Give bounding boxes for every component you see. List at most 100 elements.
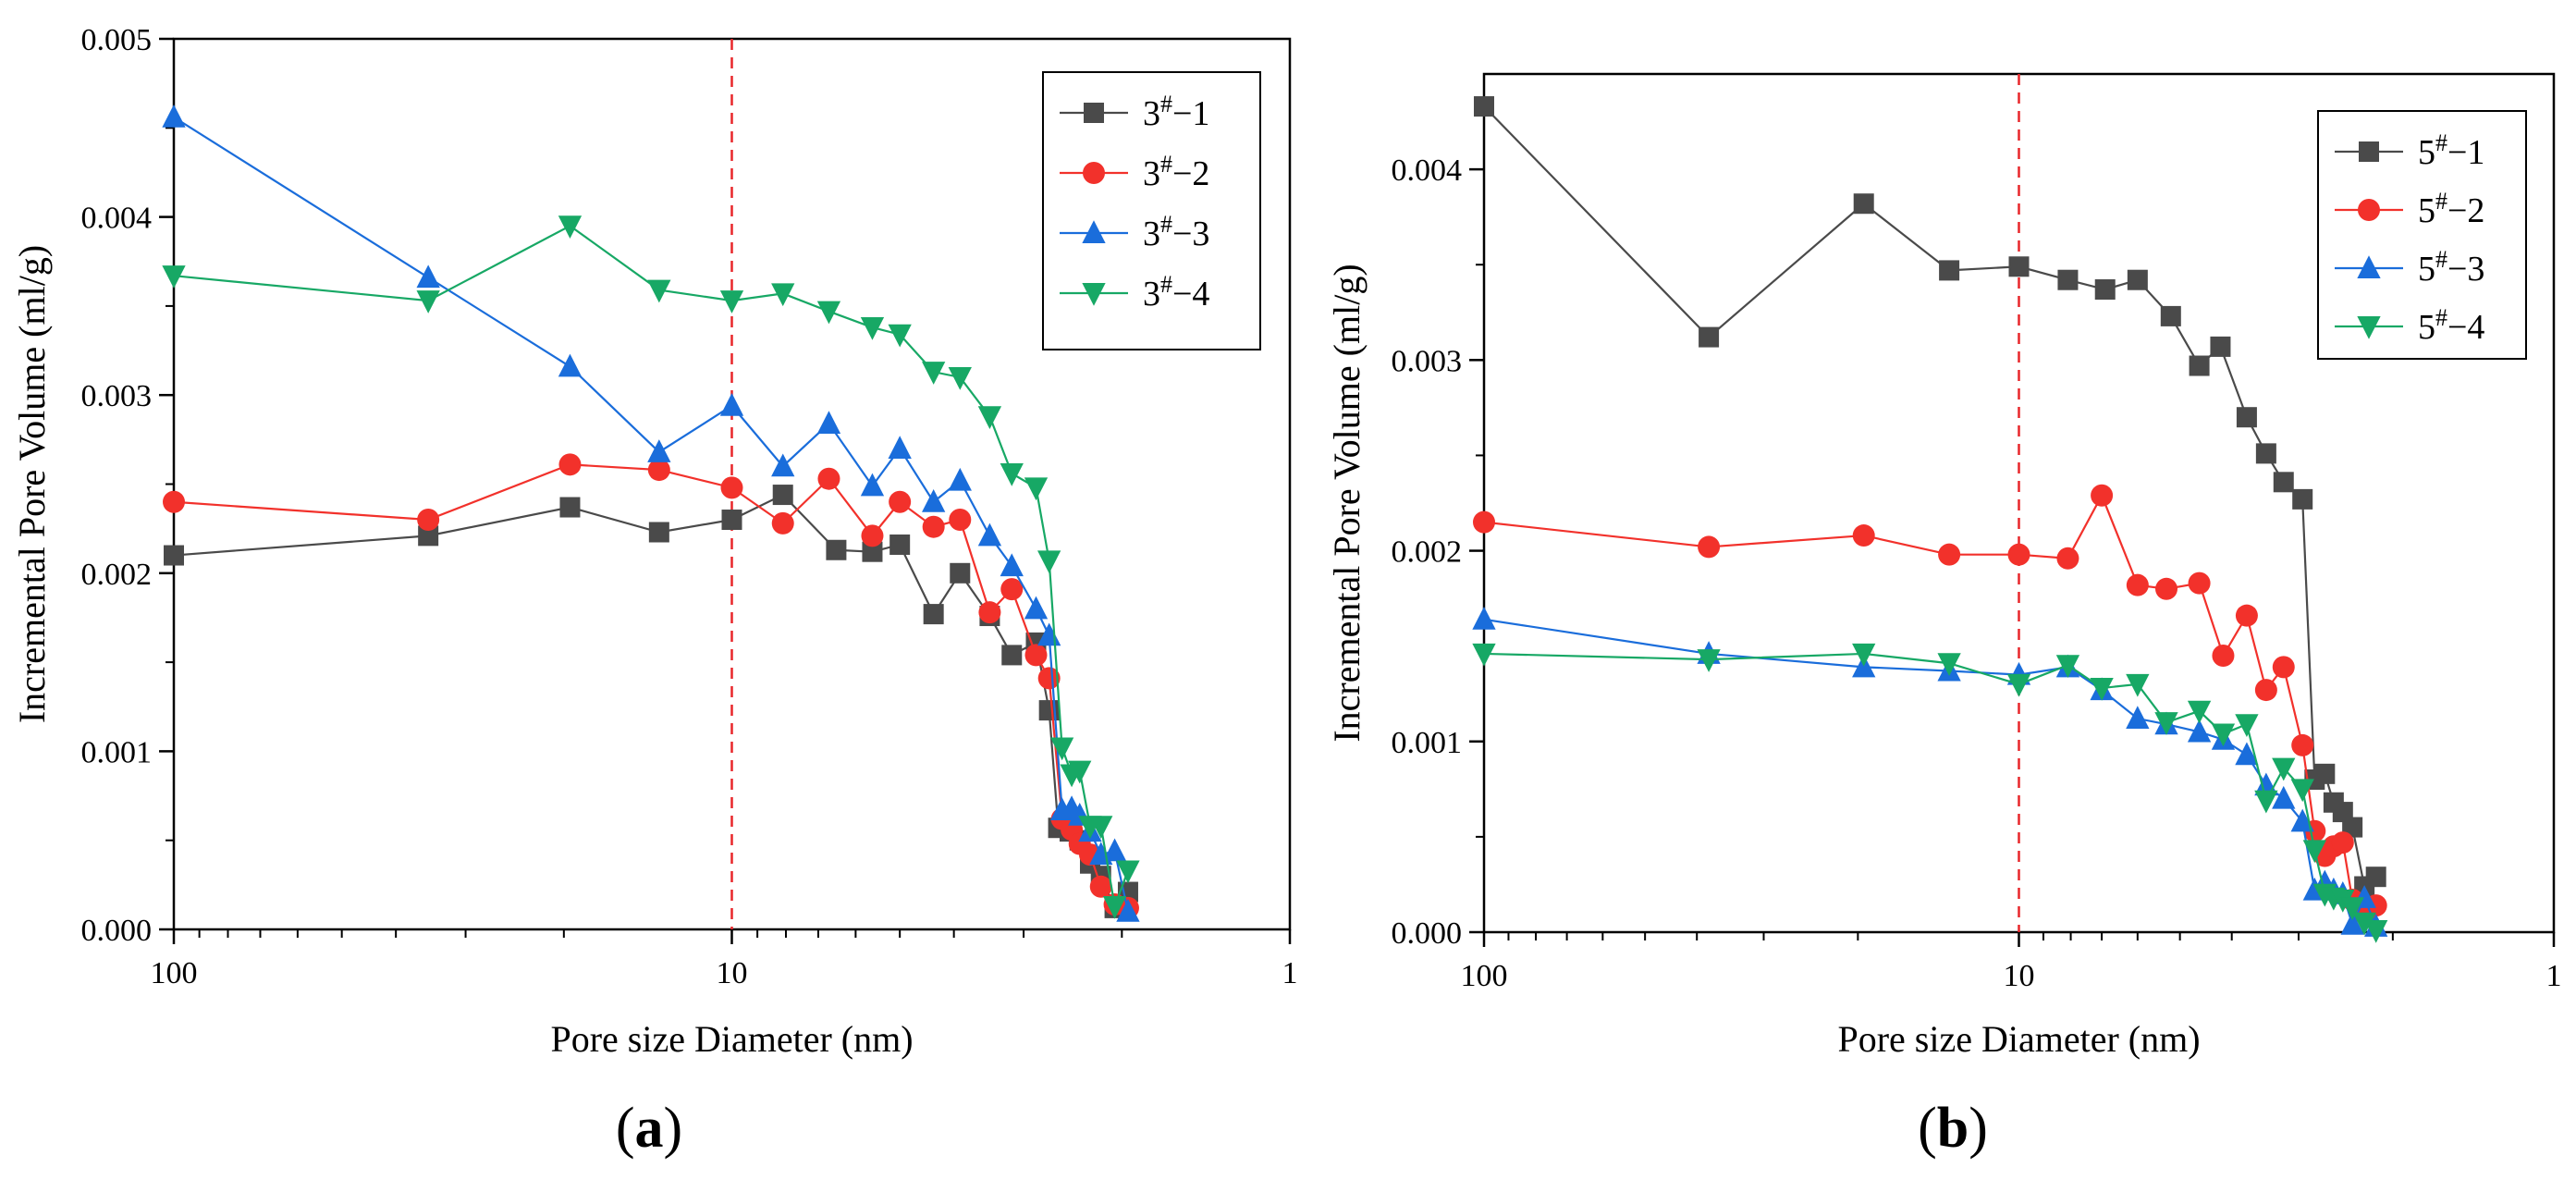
data-point	[1000, 553, 1024, 577]
legend-item-2: 3#−2	[1060, 151, 1209, 193]
legend-marker	[1084, 103, 1104, 123]
legend-marker	[2357, 316, 2381, 339]
y-tick-label: 0.002	[1392, 535, 1463, 570]
data-point	[1472, 643, 1496, 667]
data-point	[949, 509, 972, 532]
data-point	[1472, 607, 1496, 630]
data-point	[2188, 572, 2211, 595]
data-point	[922, 489, 946, 512]
data-point	[416, 290, 440, 313]
legend: 5#−1 5#−2 5#−3 5#−4	[2317, 110, 2527, 360]
data-point	[1068, 760, 1092, 784]
data-point	[2314, 763, 2336, 784]
data-point	[2273, 472, 2294, 493]
data-point	[2126, 706, 2150, 730]
data-point	[559, 497, 581, 518]
series-3	[162, 104, 1140, 922]
series-line	[1483, 618, 2377, 928]
data-point	[720, 476, 743, 499]
legend-marker	[2358, 199, 2380, 221]
data-point	[888, 436, 912, 459]
data-point	[1001, 645, 1023, 666]
data-point	[1049, 737, 1074, 761]
data-point	[558, 215, 583, 239]
data-point	[2255, 443, 2276, 464]
data-point	[1852, 524, 1875, 547]
data-point	[1089, 875, 1112, 898]
legend-label: 5#−2	[2418, 188, 2484, 230]
data-point	[888, 324, 912, 348]
data-point	[2235, 604, 2258, 627]
data-point	[2127, 269, 2148, 290]
y-axis-label: Incremental Pore Volume (ml/g)	[1326, 264, 1368, 742]
data-point	[417, 509, 440, 532]
data-point	[1037, 550, 1061, 574]
data-point	[1000, 462, 1024, 486]
series-line	[1483, 493, 2377, 915]
legend-item-1: 5#−1	[2335, 129, 2484, 172]
data-point	[1102, 838, 1127, 862]
legend-label: 5#−3	[2418, 246, 2484, 289]
y-tick-label: 0.000	[1392, 916, 1463, 951]
y-tick-label: 0.002	[81, 558, 153, 592]
data-point	[860, 317, 885, 340]
data-point	[1024, 477, 1049, 501]
data-point	[2006, 673, 2031, 697]
data-point	[2365, 867, 2386, 888]
data-point	[721, 510, 742, 531]
legend: 3#−1 3#−2 3#−3 3#−4	[1042, 71, 1261, 350]
data-point	[1024, 644, 1048, 667]
legend-item-1: 3#−1	[1060, 91, 1209, 133]
series-line	[1483, 105, 2377, 889]
data-point	[2090, 678, 2114, 701]
legend-item-3: 5#−3	[2335, 246, 2484, 289]
data-point	[2055, 655, 2080, 679]
data-point	[2091, 484, 2114, 507]
data-point	[772, 485, 793, 506]
data-point	[163, 490, 185, 513]
data-point	[2272, 656, 2295, 679]
series-line	[1483, 652, 2377, 931]
x-tick-label: 1	[1282, 956, 1298, 990]
panel-label: (b)	[1918, 1097, 1988, 1160]
data-point	[2342, 817, 2363, 838]
data-point	[416, 264, 440, 289]
data-point	[1116, 860, 1140, 884]
legend-label: 5#−1	[2418, 129, 2484, 172]
data-point	[950, 562, 971, 584]
x-tick-label: 100	[1461, 959, 1508, 993]
data-point	[1102, 895, 1127, 919]
y-axis-label: Incremental Pore Volume (ml/g)	[11, 245, 53, 723]
data-point	[2094, 279, 2116, 301]
data-point	[2187, 719, 2212, 743]
legend-marker	[1082, 220, 1106, 243]
data-point	[826, 539, 847, 560]
legend-label: 3#−1	[1143, 91, 1209, 133]
legend-item-2: 5#−2	[2335, 188, 2484, 230]
data-point	[2008, 256, 2030, 277]
data-point	[2292, 488, 2313, 510]
data-point	[2211, 723, 2236, 747]
series-1	[1474, 96, 2386, 897]
legend-label: 3#−4	[1143, 271, 1209, 313]
data-point	[558, 353, 583, 377]
data-point	[862, 541, 883, 562]
data-point	[1697, 649, 1721, 672]
series-1	[164, 485, 1138, 918]
data-point	[2340, 897, 2364, 920]
data-point	[647, 439, 671, 462]
x-tick-label: 10	[2004, 959, 2035, 993]
legend-item-4: 3#−4	[1060, 271, 1209, 313]
data-point	[2272, 785, 2296, 809]
data-point	[2126, 573, 2149, 596]
data-point	[1699, 326, 1720, 348]
data-point	[2057, 269, 2079, 290]
data-point	[647, 279, 671, 303]
x-tick-label: 1	[2546, 959, 2562, 993]
data-point	[816, 411, 841, 435]
panel-label: (a)	[616, 1097, 682, 1160]
series-line	[173, 493, 1129, 910]
data-point	[1939, 260, 1960, 281]
